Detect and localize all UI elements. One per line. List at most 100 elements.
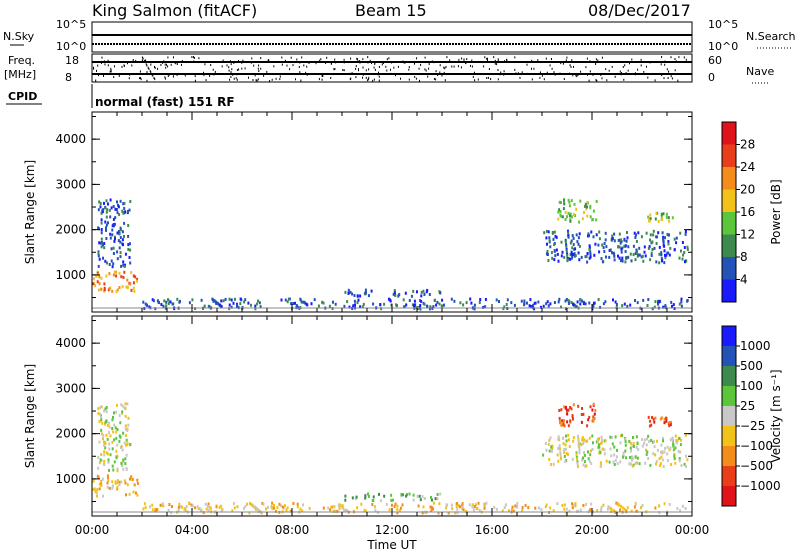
data-cell bbox=[126, 442, 129, 446]
data-cell bbox=[364, 494, 367, 498]
data-cell bbox=[230, 298, 233, 302]
freq-sample-dot bbox=[140, 77, 141, 80]
data-cell bbox=[617, 503, 620, 507]
data-cell bbox=[636, 456, 639, 460]
data-cell bbox=[149, 505, 151, 509]
data-cell bbox=[578, 443, 580, 447]
freq-sample-dot bbox=[493, 56, 495, 59]
data-cell bbox=[116, 481, 119, 485]
freq-sample-dot bbox=[378, 71, 379, 74]
data-cell bbox=[582, 440, 585, 444]
freq-sample-dot bbox=[685, 58, 687, 61]
data-cell bbox=[545, 302, 548, 306]
data-cell bbox=[567, 211, 570, 215]
data-cell bbox=[129, 200, 132, 203]
data-cell bbox=[123, 235, 125, 238]
data-cell bbox=[471, 503, 474, 507]
data-cell bbox=[129, 242, 131, 246]
freq-sample-dot bbox=[129, 73, 131, 76]
data-cell bbox=[136, 277, 139, 281]
data-cell bbox=[104, 407, 107, 411]
data-cell bbox=[598, 443, 600, 447]
colorbar-tick-label: 28 bbox=[740, 138, 755, 152]
data-cell bbox=[671, 436, 674, 440]
freq-sample-dot bbox=[362, 73, 364, 76]
freq-sample-dot bbox=[388, 57, 390, 60]
data-cell bbox=[232, 502, 235, 506]
data-cell bbox=[523, 301, 526, 305]
data-cell bbox=[563, 503, 566, 507]
freq-sample-dot bbox=[500, 73, 502, 75]
data-cell bbox=[100, 240, 103, 244]
data-cell bbox=[656, 235, 658, 239]
data-cell bbox=[542, 453, 545, 457]
data-cell bbox=[621, 259, 624, 263]
freq-sample-dot bbox=[570, 66, 572, 68]
data-cell bbox=[113, 438, 116, 442]
data-cell bbox=[609, 447, 612, 451]
freq-sample-dot bbox=[281, 56, 283, 59]
freq-sample-dot bbox=[101, 56, 103, 59]
data-cell bbox=[619, 508, 621, 512]
data-cell bbox=[595, 218, 598, 222]
freq-sample-dot bbox=[162, 61, 164, 64]
data-cell bbox=[125, 438, 128, 442]
data-cell bbox=[116, 288, 119, 292]
data-cell bbox=[98, 241, 101, 245]
data-cell bbox=[100, 237, 103, 241]
freq-sample-dot bbox=[260, 67, 262, 70]
freq-sample-dot bbox=[252, 79, 254, 81]
data-cell bbox=[618, 232, 621, 236]
data-cell bbox=[594, 242, 597, 246]
data-cell bbox=[349, 290, 352, 294]
data-cell bbox=[99, 205, 102, 209]
data-cell bbox=[100, 453, 103, 456]
data-cell bbox=[635, 248, 638, 252]
data-cell bbox=[629, 446, 632, 450]
data-cell bbox=[662, 235, 665, 239]
data-cell bbox=[408, 299, 411, 302]
data-cell bbox=[396, 507, 399, 511]
data-cell bbox=[106, 208, 109, 212]
data-cell bbox=[564, 218, 567, 221]
data-cell bbox=[106, 437, 109, 441]
freq-sample-dot bbox=[174, 61, 176, 64]
data-cell bbox=[664, 446, 667, 450]
data-cell bbox=[215, 301, 218, 305]
data-cell bbox=[118, 286, 121, 289]
freq-sample-dot bbox=[230, 71, 232, 74]
data-cell bbox=[419, 498, 422, 502]
freq-sample-dot bbox=[141, 56, 143, 59]
data-cell bbox=[574, 214, 577, 218]
data-cell bbox=[102, 243, 104, 247]
freq-sample-dot bbox=[222, 59, 224, 62]
data-cell bbox=[614, 435, 617, 439]
data-cell bbox=[165, 304, 168, 308]
freq-sample-dot bbox=[585, 66, 587, 69]
data-cell bbox=[112, 252, 115, 255]
freq-sample-dot bbox=[230, 75, 232, 78]
data-cell bbox=[653, 246, 656, 250]
freq-sample-dot bbox=[671, 77, 673, 80]
data-cell bbox=[473, 303, 476, 307]
freq-sample-dot bbox=[299, 71, 301, 74]
data-cell bbox=[572, 439, 575, 443]
data-cell bbox=[464, 509, 467, 513]
data-cell bbox=[399, 506, 402, 510]
data-cell bbox=[485, 501, 488, 505]
freq-sample-dot bbox=[350, 57, 352, 60]
freq-sample-dot bbox=[210, 64, 212, 66]
data-cell bbox=[474, 503, 477, 507]
data-cell bbox=[569, 219, 572, 223]
data-cell bbox=[572, 213, 575, 216]
colorbar-tick-label: 500 bbox=[740, 359, 763, 373]
data-cell bbox=[105, 420, 108, 424]
data-cell bbox=[553, 301, 556, 304]
data-cell bbox=[351, 292, 354, 296]
freq-sample-dot bbox=[176, 74, 178, 76]
freq-sample-dot bbox=[325, 62, 327, 64]
freq-sample-dot bbox=[97, 64, 99, 67]
data-cell bbox=[586, 200, 589, 204]
freq-sample-dot bbox=[171, 73, 173, 75]
data-cell bbox=[684, 232, 687, 236]
